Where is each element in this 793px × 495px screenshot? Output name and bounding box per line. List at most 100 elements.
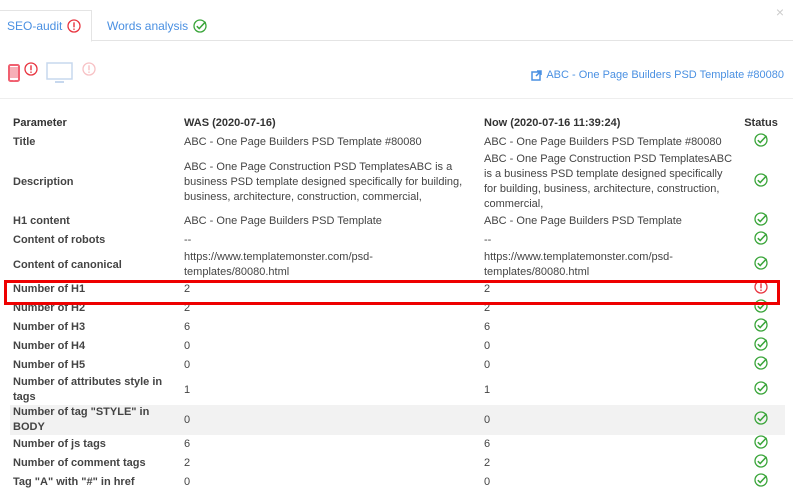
table-row: Number of H4 0 0 — [10, 337, 785, 356]
table-row: Number of H1 2 2 — [10, 280, 785, 299]
tab-label: SEO-audit — [7, 19, 63, 33]
param-cell: Number of H3 — [13, 321, 86, 333]
audit-table: Parameter WAS (2020-07-16) Now (2020-07-… — [10, 114, 785, 492]
param-cell: Number of attributes style in tags — [13, 376, 163, 403]
now-cell: 2 — [484, 283, 491, 295]
param-cell: Number of js tags — [13, 438, 106, 450]
header-now: Now (2020-07-16 11:39:24) — [484, 117, 621, 129]
page-link[interactable]: ABC - One Page Builders PSD Template #80… — [531, 69, 784, 81]
param-cell: Number of H4 — [13, 340, 86, 352]
table-row: Number of attributes style in tags 1 1 — [10, 375, 785, 405]
now-cell: ABC - One Page Construction PSD Template… — [484, 153, 733, 210]
was-cell: ABC - One Page Construction PSD Template… — [184, 160, 463, 203]
device-switcher — [8, 62, 96, 84]
param-cell: Content of canonical — [13, 258, 122, 271]
check-icon — [754, 231, 768, 245]
warning-icon — [82, 62, 96, 76]
warning-icon — [24, 62, 38, 76]
warning-icon — [67, 19, 82, 33]
check-icon — [754, 172, 768, 187]
status-cell — [737, 231, 785, 250]
table-row: H1 content ABC - One Page Builders PSD T… — [10, 212, 785, 231]
now-cell: 6 — [484, 438, 491, 450]
check-icon — [754, 454, 768, 468]
divider — [0, 98, 793, 99]
external-link-icon — [531, 69, 543, 81]
param-cell: Number of H1 — [13, 283, 86, 295]
status-cell — [737, 318, 785, 337]
status-cell — [737, 405, 785, 435]
param-cell: Number of H2 — [13, 302, 86, 314]
table-row: Number of H5 0 0 — [10, 356, 785, 375]
now-cell: 2 — [484, 302, 491, 314]
check-icon — [754, 133, 768, 147]
now-cell: 2 — [484, 457, 491, 469]
close-icon[interactable]: × — [775, 4, 784, 20]
param-cell: Number of comment tags — [13, 457, 146, 469]
status-cell — [737, 356, 785, 375]
table-row: Number of H3 6 6 — [10, 318, 785, 337]
now-cell: 0 — [484, 413, 491, 426]
now-cell: 0 — [484, 476, 491, 488]
was-cell: 0 — [184, 476, 191, 488]
was-cell: 6 — [184, 438, 191, 450]
table-row: Tag "A" with "#" in href 0 0 — [10, 473, 785, 492]
check-icon — [193, 18, 207, 33]
status-cell — [737, 133, 785, 152]
check-icon — [754, 255, 768, 270]
now-cell: -- — [484, 234, 492, 246]
tab-label: Words analysis — [107, 18, 189, 33]
header-status: Status — [744, 117, 778, 129]
table-row: Number of tag "STYLE" in BODY 0 0 — [10, 405, 785, 435]
mobile-icon[interactable] — [8, 64, 20, 82]
now-cell: ABC - One Page Builders PSD Template — [484, 215, 682, 227]
status-cell — [737, 152, 785, 212]
param-cell: Title — [13, 136, 36, 148]
now-cell: ABC - One Page Builders PSD Template #80… — [484, 136, 722, 148]
table-row: Description ABC - One Page Construction … — [10, 152, 785, 212]
highlight-box — [4, 280, 780, 305]
status-cell — [737, 250, 785, 280]
param-cell: Description — [13, 175, 74, 188]
now-cell: https://www.templatemonster.com/psd-temp… — [484, 251, 673, 278]
status-cell — [737, 435, 785, 454]
now-cell: 1 — [484, 383, 491, 396]
now-cell: 0 — [484, 340, 491, 352]
header-was: WAS (2020-07-16) — [184, 117, 276, 129]
status-cell — [737, 473, 785, 492]
was-cell: 6 — [184, 321, 191, 333]
was-cell: 1 — [184, 383, 191, 396]
tab-words-analysis[interactable]: Words analysis — [107, 10, 207, 41]
table-row: Title ABC - One Page Builders PSD Templa… — [10, 133, 785, 152]
now-cell: 0 — [484, 359, 491, 371]
was-cell: 0 — [184, 340, 191, 352]
status-cell — [737, 212, 785, 231]
was-cell: -- — [184, 234, 192, 246]
desktop-icon[interactable] — [46, 62, 74, 84]
table-row: Number of comment tags 2 2 — [10, 454, 785, 473]
status-cell — [737, 454, 785, 473]
was-cell: 2 — [184, 283, 191, 295]
tab-bar: SEO-audit Words analysis — [0, 10, 793, 42]
page-link-text: ABC - One Page Builders PSD Template #80… — [546, 69, 784, 81]
was-cell: 2 — [184, 302, 191, 314]
param-cell: Tag "A" with "#" in href — [13, 476, 135, 488]
status-cell — [737, 375, 785, 405]
now-cell: 6 — [484, 321, 491, 333]
check-icon — [754, 435, 768, 449]
param-cell: Content of robots — [13, 234, 106, 246]
was-cell: ABC - One Page Builders PSD Template #80… — [184, 136, 422, 148]
was-cell: https://www.templatemonster.com/psd-temp… — [184, 251, 373, 278]
was-cell: ABC - One Page Builders PSD Template — [184, 215, 382, 227]
param-cell: Number of H5 — [13, 359, 86, 371]
check-icon — [754, 380, 768, 395]
param-cell: H1 content — [13, 215, 70, 227]
check-icon — [754, 212, 768, 226]
was-cell: 0 — [184, 359, 191, 371]
check-icon — [754, 318, 768, 332]
tab-seo-audit[interactable]: SEO-audit — [0, 10, 92, 42]
table-row: Content of canonical https://www.templat… — [10, 250, 785, 280]
check-icon — [754, 410, 768, 425]
param-cell: Number of tag "STYLE" in BODY — [13, 406, 150, 433]
check-icon — [754, 356, 768, 370]
